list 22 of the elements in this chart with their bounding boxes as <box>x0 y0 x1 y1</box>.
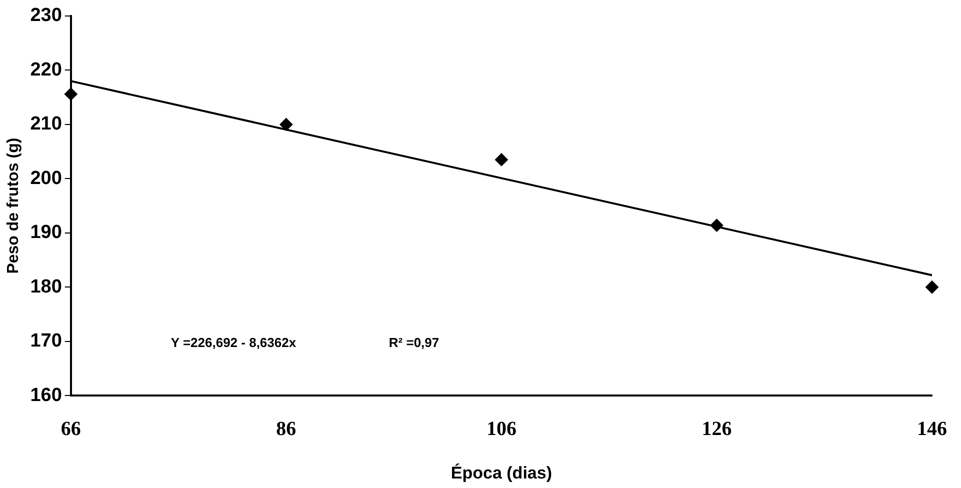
y-axis-title: Peso de frutos (g) <box>5 138 22 274</box>
point <box>494 153 508 166</box>
y-tick-label: 180 <box>30 276 62 298</box>
y-tick-label: 200 <box>30 168 62 189</box>
y-tick-label: 230 <box>30 5 62 26</box>
x-axis-title: Época (dias) <box>450 462 552 482</box>
x-tick-label: 66 <box>60 418 81 440</box>
point <box>926 280 938 294</box>
y-tick-label: 190 <box>30 222 62 244</box>
y-tick-label: 160 <box>30 384 62 406</box>
x-tick-label: 146 <box>917 418 947 440</box>
y-tick-label: 210 <box>30 114 62 135</box>
annotation: R² =0,97 <box>388 335 440 350</box>
point <box>710 218 724 232</box>
y-tick-label: 220 <box>30 59 62 80</box>
y-tick-label: 170 <box>30 330 62 352</box>
annotation: Y =226,692 - 8,6362x <box>170 335 297 350</box>
point <box>64 88 78 101</box>
x-tick-label: 106 <box>486 418 516 440</box>
x-tick-label: 86 <box>276 418 296 440</box>
x-tick-label: 126 <box>702 418 732 440</box>
point <box>280 118 293 131</box>
